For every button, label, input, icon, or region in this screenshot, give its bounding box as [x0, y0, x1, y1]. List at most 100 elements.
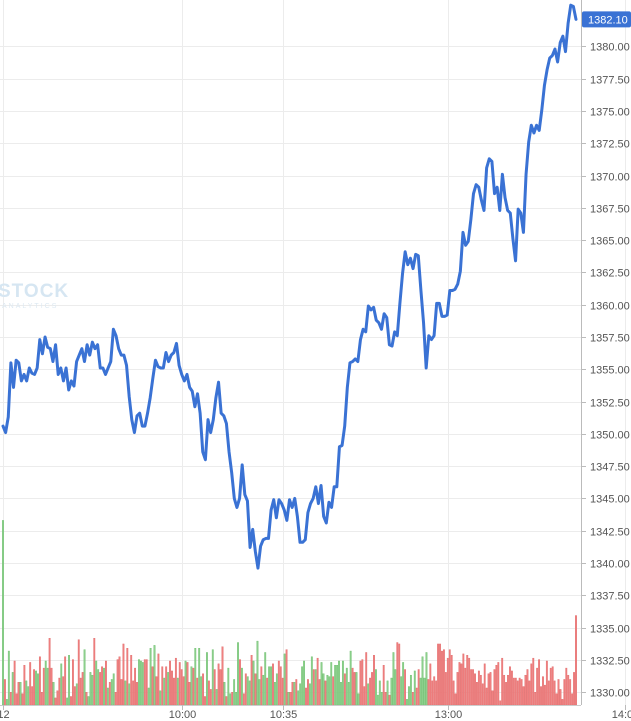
- volume-bar: [423, 677, 426, 706]
- volume-bar: [375, 669, 377, 706]
- volume-bar: [462, 653, 465, 706]
- volume-bar: [283, 653, 286, 706]
- volume-bar: [159, 690, 162, 706]
- y-tick-label: 1330.00: [590, 688, 630, 700]
- volume-bar: [242, 693, 245, 706]
- y-tick-label: 1342.50: [590, 527, 630, 539]
- volume-bar: [108, 682, 111, 706]
- volume-bar: [240, 667, 243, 706]
- volume-bar: [437, 643, 440, 706]
- volume-bar: [85, 692, 88, 706]
- volume-bar: [454, 693, 457, 706]
- volume-bar: [256, 640, 259, 706]
- volume-bar: [157, 653, 160, 706]
- volume-bar: [165, 666, 168, 706]
- volume-bar: [87, 696, 90, 706]
- volume-bar: [244, 673, 247, 706]
- volume-bar: [303, 660, 305, 706]
- volume-bar: [468, 657, 471, 706]
- volume-bar: [343, 673, 346, 706]
- volume-bar: [153, 645, 156, 706]
- volume-bar: [161, 666, 164, 706]
- volume-bar: [66, 697, 69, 706]
- volume-bar: [505, 682, 507, 706]
- y-tick-label: 1362.50: [590, 268, 630, 280]
- volume-bar: [239, 659, 241, 706]
- volume-bar: [35, 670, 37, 706]
- volume-bar: [545, 660, 548, 706]
- volume-bar: [435, 680, 438, 706]
- volume-bar: [551, 666, 554, 706]
- volume-bar: [180, 669, 183, 706]
- volume-bar: [155, 676, 158, 706]
- volume-bar: [291, 682, 294, 706]
- volume-bar: [163, 677, 166, 706]
- volume-bar: [17, 682, 20, 706]
- volume-bar: [299, 683, 302, 706]
- volume-bar: [396, 642, 399, 706]
- last-price-label: 1382.10: [588, 14, 628, 26]
- volume-bar: [91, 674, 94, 706]
- volume-bar: [371, 672, 373, 706]
- volume-bar: [186, 662, 189, 706]
- volume-bar: [341, 660, 344, 706]
- volume-bar: [192, 667, 195, 706]
- volume-bar: [202, 673, 204, 706]
- y-tick-label: 1367.50: [590, 204, 630, 216]
- x-tick-label: 12: [0, 709, 10, 721]
- volume-bar: [37, 673, 39, 706]
- volume-bar: [246, 676, 249, 706]
- volume-bar: [530, 663, 533, 706]
- volume-bar: [446, 657, 449, 706]
- volume-bar: [553, 680, 556, 706]
- y-tick-label: 1370.00: [590, 172, 630, 184]
- y-tick-label: 1352.50: [590, 398, 630, 410]
- volume-bar: [281, 677, 284, 706]
- volume-bar: [394, 669, 397, 706]
- volume-bar: [466, 655, 469, 706]
- volume-bar: [305, 687, 307, 706]
- volume-bar: [60, 663, 63, 706]
- volume-bar: [274, 682, 276, 706]
- volume-bar: [528, 680, 531, 706]
- volume-bar: [493, 669, 496, 706]
- volume-bar: [314, 669, 317, 706]
- volume-bar: [316, 657, 319, 706]
- volume-bar: [128, 683, 131, 706]
- volume-bar: [56, 690, 59, 706]
- volume-bar: [48, 638, 51, 706]
- volume-bar: [534, 692, 537, 706]
- volume-bar: [559, 689, 562, 706]
- volume-bar: [497, 662, 500, 706]
- volume-bar: [75, 683, 78, 706]
- volume-bar: [503, 674, 506, 706]
- volume-bar: [223, 682, 226, 706]
- volume-bar: [332, 676, 335, 706]
- volume-bar: [499, 700, 502, 706]
- volume-bar: [540, 686, 542, 706]
- volume-bar: [167, 672, 170, 706]
- volume-bar: [413, 670, 416, 706]
- volume-bar: [509, 666, 511, 706]
- volume-bar: [489, 672, 492, 706]
- volume-bar: [470, 669, 473, 706]
- volume-bar: [130, 655, 133, 706]
- y-tick-label: 1332.50: [590, 656, 630, 668]
- volume-bar: [458, 662, 461, 706]
- x-tick-label: 14:00: [612, 709, 631, 721]
- volume-bar: [194, 648, 197, 706]
- volume-bar: [472, 669, 474, 706]
- volume-bar: [182, 676, 185, 706]
- volume-bar: [542, 676, 544, 706]
- volume-bar: [285, 649, 288, 706]
- volume-bar: [279, 666, 282, 706]
- volume-bar: [340, 682, 342, 706]
- volume-bar: [382, 665, 385, 706]
- volume-bar: [532, 657, 535, 706]
- volume-bar: [23, 665, 26, 706]
- volume-bar: [64, 656, 67, 706]
- y-tick-label: 1372.50: [590, 139, 630, 151]
- volume-bar: [409, 674, 412, 706]
- volume-bar: [206, 652, 208, 706]
